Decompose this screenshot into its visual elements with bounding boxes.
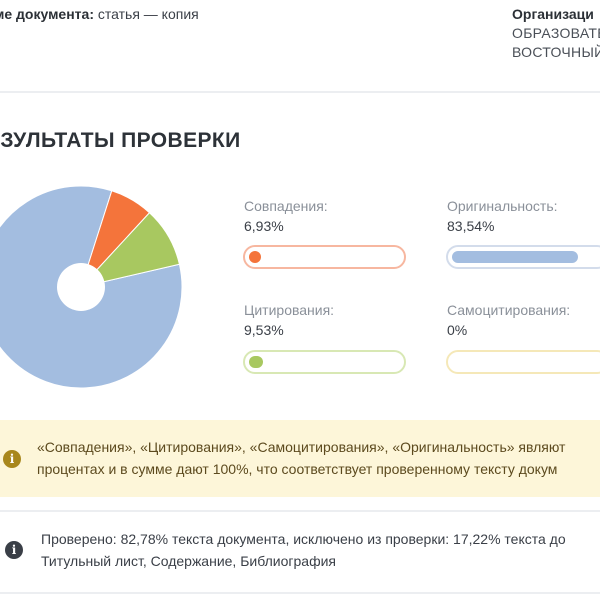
warning-notice: i «Совпадения», «Цитирования», «Самоцити… [0, 420, 600, 497]
citations-value: 9,53% [244, 322, 284, 338]
originality-value: 83,54% [447, 218, 495, 234]
citations-label: Цитирования: [244, 302, 335, 318]
info-icon: i [5, 541, 23, 559]
originality-progress-fill [452, 251, 579, 263]
organization-name-line1: ОБРАЗОВАТЕ [512, 25, 600, 41]
matches-progress-fill [249, 251, 261, 263]
header-divider [0, 91, 600, 93]
document-name-value: статья — копия [97, 6, 199, 22]
results-title: ЕЗУЛЬТАТЫ ПРОВЕРКИ [0, 129, 241, 152]
organization-name-line2: ВОСТОЧНЫЙ [512, 44, 600, 60]
citations-progress-fill [249, 356, 264, 368]
info-icon: i [3, 450, 21, 468]
warning-text-line1: «Совпадения», «Цитирования», «Самоцитиро… [37, 439, 566, 455]
originality-label: Оригинальность: [447, 198, 558, 214]
matches-value: 6,93% [244, 218, 284, 234]
warning-text-line2: процентах и в сумме дают 100%, что соотв… [37, 461, 558, 477]
pie-slice [79, 212, 181, 288]
matches-progress-bar [243, 245, 406, 269]
document-name: ме документа: статья — копия [0, 6, 199, 22]
citations-progress-bar [243, 350, 406, 374]
self-citations-value: 0% [447, 322, 468, 338]
organization-label: Организаци [512, 6, 594, 22]
pie-center-hole [57, 263, 105, 311]
self-citations-progress-bar [446, 350, 600, 374]
checked-info-notice: i Проверено: 82,78% текста документа, ис… [0, 510, 600, 594]
checked-info-line2: Титульный лист, Содержание, Библиография [41, 553, 336, 569]
checked-info-line1: Проверено: 82,78% текста документа, искл… [41, 531, 566, 547]
document-name-label: ме документа: [0, 6, 94, 22]
self-citations-label: Самоцитирования: [447, 302, 571, 318]
originality-progress-bar [446, 245, 600, 269]
matches-label: Совпадения: [244, 198, 328, 214]
